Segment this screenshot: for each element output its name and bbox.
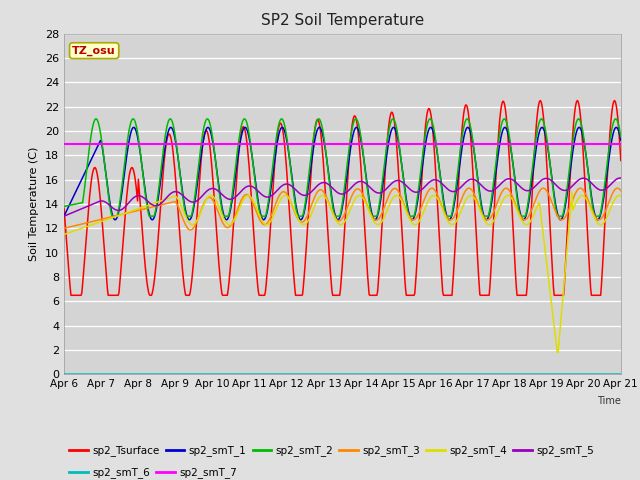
sp2_smT_2 [60,204,68,209]
sp2_smT_6 [617,372,625,377]
sp2_smT_1 [60,213,68,219]
sp2_smT_1 [127,128,135,134]
sp2_Tsurface [411,290,419,296]
Line: sp2_smT_3: sp2_smT_3 [64,188,621,230]
sp2_Tsurface [214,251,222,257]
sp2_smT_5 [70,209,78,215]
sp2_smT_2 [278,116,285,122]
Legend: sp2_smT_6, sp2_smT_7: sp2_smT_6, sp2_smT_7 [69,468,237,478]
sp2_smT_4 [617,193,625,199]
sp2_smT_2 [214,180,222,185]
sp2_smT_2 [412,206,419,212]
sp2_smT_1 [617,137,625,143]
sp2_Tsurface [128,165,136,170]
sp2_smT_1 [412,209,419,215]
sp2_smT_3 [70,223,78,229]
sp2_smT_6 [184,372,192,377]
sp2_smT_7 [214,142,221,147]
sp2_Tsurface [617,157,625,163]
sp2_smT_4 [214,201,221,206]
sp2_smT_7 [127,142,135,147]
Line: sp2_smT_1: sp2_smT_1 [64,127,621,220]
sp2_smT_1 [215,183,223,189]
sp2_smT_7 [60,142,68,147]
sp2_smT_7 [184,142,192,147]
sp2_smT_2 [70,202,78,207]
sp2_smT_2 [185,213,193,219]
sp2_smT_3 [184,226,192,231]
sp2_smT_7 [410,142,418,147]
sp2_smT_4 [60,231,68,237]
Line: sp2_Tsurface: sp2_Tsurface [64,100,621,295]
sp2_smT_1 [70,192,78,198]
sp2_smT_5 [214,187,221,193]
sp2_smT_3 [60,226,68,231]
sp2_smT_1 [186,217,193,223]
sp2_Tsurface [185,292,193,298]
sp2_smT_3 [428,186,435,192]
Text: TZ_osu: TZ_osu [72,46,116,56]
sp2_smT_3 [617,188,625,193]
sp2_smT_6 [70,372,78,377]
sp2_smT_6 [426,372,434,377]
Line: sp2_smT_2: sp2_smT_2 [64,119,621,216]
sp2_smT_6 [214,372,221,377]
sp2_smT_3 [411,216,419,222]
Line: sp2_smT_5: sp2_smT_5 [64,178,621,216]
sp2_smT_4 [184,218,192,224]
sp2_smT_5 [410,189,418,195]
sp2_smT_7 [70,142,78,147]
sp2_smT_3 [540,185,547,191]
sp2_Tsurface [428,113,435,119]
sp2_smT_4 [70,228,78,234]
sp2_smT_5 [60,213,68,219]
sp2_smT_7 [426,142,434,147]
sp2_smT_7 [617,142,625,147]
sp2_smT_4 [426,195,434,201]
sp2_smT_5 [617,175,625,181]
Y-axis label: Soil Temperature (C): Soil Temperature (C) [29,147,39,261]
sp2_Tsurface [536,97,544,103]
sp2_smT_1 [428,125,436,131]
sp2_smT_5 [426,179,434,184]
sp2_smT_3 [186,227,194,233]
sp2_smT_6 [60,372,68,377]
sp2_smT_1 [130,124,138,130]
sp2_smT_4 [554,349,561,355]
sp2_smT_3 [214,209,222,215]
sp2_smT_4 [568,189,576,195]
sp2_smT_3 [127,209,135,215]
sp2_smT_6 [127,372,135,377]
Text: Time: Time [597,396,621,406]
sp2_smT_5 [127,197,135,203]
sp2_smT_2 [108,213,116,219]
sp2_smT_6 [410,372,418,377]
sp2_smT_4 [410,222,418,228]
sp2_smT_2 [428,118,436,124]
sp2_smT_2 [128,117,136,122]
Title: SP2 Soil Temperature: SP2 Soil Temperature [260,13,424,28]
sp2_smT_1 [148,217,156,223]
sp2_Tsurface [67,292,75,298]
sp2_Tsurface [71,292,79,298]
sp2_smT_2 [617,134,625,140]
sp2_smT_4 [127,208,135,214]
sp2_smT_5 [184,197,192,203]
Line: sp2_smT_4: sp2_smT_4 [64,192,621,352]
sp2_Tsurface [60,205,68,211]
